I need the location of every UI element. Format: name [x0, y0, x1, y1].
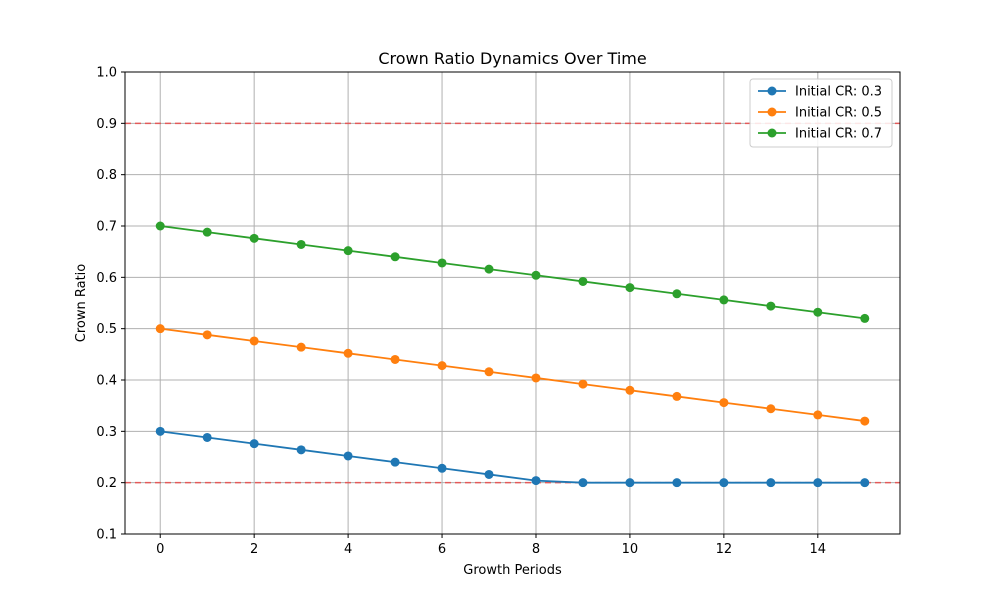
x-tick-label: 12 — [716, 542, 733, 557]
y-tick-label: 0.7 — [96, 220, 117, 235]
data-point — [578, 478, 588, 488]
legend-marker — [767, 86, 777, 96]
data-point — [155, 324, 165, 334]
y-tick-label: 0.1 — [96, 528, 117, 543]
x-tick-label: 8 — [532, 542, 540, 557]
y-axis-label: Crown Ratio — [74, 264, 89, 343]
data-point — [390, 252, 400, 262]
data-point — [202, 330, 212, 340]
series-line — [160, 430, 865, 484]
data-point — [672, 478, 682, 488]
data-point — [437, 361, 447, 371]
series-line — [160, 327, 865, 422]
data-point — [249, 439, 259, 449]
data-point — [766, 478, 776, 488]
legend-item: Initial CR: 0.7 — [758, 127, 882, 142]
x-axis-label: Growth Periods — [463, 563, 562, 578]
legend-marker — [767, 128, 777, 138]
data-point — [437, 463, 447, 473]
data-point — [531, 270, 541, 280]
x-tick-label: 10 — [622, 542, 639, 557]
data-point — [813, 307, 823, 317]
data-point — [390, 457, 400, 467]
series-layer — [155, 221, 870, 488]
data-point — [437, 258, 447, 268]
data-point — [390, 354, 400, 364]
data-point — [249, 336, 259, 346]
series-line — [160, 225, 865, 320]
data-point — [719, 398, 729, 408]
legend: Initial CR: 0.3 Initial CR: 0.5 Initial CR… — [749, 78, 893, 148]
y-tick-label: 0.4 — [96, 374, 117, 389]
data-point — [625, 283, 635, 293]
data-point — [625, 478, 635, 488]
series-3 — [155, 221, 870, 323]
data-point — [531, 373, 541, 383]
data-point — [202, 227, 212, 237]
data-point — [484, 367, 494, 377]
chart-title: Crown Ratio Dynamics Over Time — [378, 49, 646, 68]
data-point — [766, 404, 776, 414]
data-point — [155, 426, 165, 436]
y-tick-label: 1.0 — [96, 66, 117, 81]
data-point — [343, 348, 353, 358]
data-point — [155, 221, 165, 231]
data-point — [484, 264, 494, 274]
y-tick-label: 0.3 — [96, 425, 117, 440]
data-point — [719, 295, 729, 305]
data-point — [860, 416, 870, 426]
legend-box — [749, 78, 893, 148]
data-point — [860, 478, 870, 488]
data-point — [578, 276, 588, 286]
y-tick-label: 0.8 — [96, 168, 117, 183]
x-tick-label: 0 — [156, 542, 164, 557]
data-point — [766, 301, 776, 311]
legend-label: Initial CR: 0.3 — [795, 85, 882, 100]
data-point — [813, 478, 823, 488]
series-2 — [155, 324, 870, 426]
legend-marker — [767, 107, 777, 117]
data-point — [249, 233, 259, 243]
x-tick-label: 4 — [344, 542, 352, 557]
data-point — [296, 239, 306, 249]
data-point — [296, 342, 306, 352]
data-point — [484, 469, 494, 479]
y-tick-label: 0.2 — [96, 476, 117, 491]
data-point — [202, 432, 212, 442]
y-tick-label: 0.6 — [96, 271, 117, 286]
x-tick-label: 2 — [250, 542, 258, 557]
x-tick-label: 6 — [438, 542, 446, 557]
legend-label: Initial CR: 0.5 — [795, 106, 882, 121]
legend-label: Initial CR: 0.7 — [795, 127, 882, 142]
data-point — [343, 451, 353, 461]
data-point — [672, 391, 682, 401]
data-point — [296, 445, 306, 455]
data-point — [672, 289, 682, 299]
data-point — [578, 379, 588, 389]
data-point — [343, 246, 353, 256]
legend-item: Initial CR: 0.3 — [758, 85, 882, 100]
plot-frame — [124, 71, 901, 535]
series-1 — [155, 426, 870, 488]
y-tick-label: 0.5 — [96, 322, 117, 337]
x-tick-label: 14 — [810, 542, 827, 557]
legend-item: Initial CR: 0.5 — [758, 106, 882, 121]
reference-lines — [125, 122, 900, 484]
data-point — [625, 385, 635, 395]
data-point — [813, 410, 823, 420]
data-point — [860, 313, 870, 323]
data-point — [531, 476, 541, 486]
data-point — [719, 478, 729, 488]
axis-ticks: 0 2 4 6 8 10 12 14 0.1 0.2 0.3 0.4 0.5 0.6 0.7 0.8 0.9 1.… — [96, 66, 826, 558]
y-tick-label: 0.9 — [96, 117, 117, 132]
